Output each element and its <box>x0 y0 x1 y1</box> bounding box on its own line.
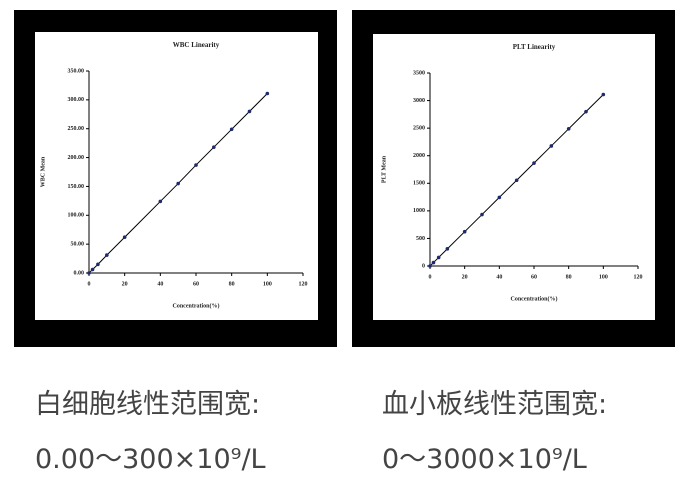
y-tick-label: 500 <box>416 236 425 242</box>
y-axis-label: PLT Mean <box>381 155 387 183</box>
data-point <box>549 144 554 148</box>
data-point <box>229 127 234 132</box>
data-point <box>247 109 252 114</box>
panel <box>35 32 318 320</box>
x-tick-label: 100 <box>599 274 608 280</box>
x-tick-label: 0 <box>429 274 432 280</box>
panel <box>373 34 655 320</box>
data-point <box>194 163 198 167</box>
data-point <box>90 267 95 272</box>
y-axis-label: WBC Mean <box>40 156 46 187</box>
data-point <box>584 109 588 114</box>
data-point <box>122 235 127 240</box>
x-tick-label: 60 <box>531 274 537 280</box>
data-point <box>514 178 519 183</box>
y-tick-label: 1500 <box>413 181 425 187</box>
data-point <box>480 212 484 217</box>
data-point <box>105 253 109 257</box>
x-tick-label: 80 <box>229 281 235 287</box>
chart-title: WBC Linearity <box>173 41 220 49</box>
chart-title: PLT Linearity <box>513 43 556 51</box>
x-tick-label: 0 <box>88 281 91 287</box>
y-tick-label: 3500 <box>413 70 425 76</box>
y-tick-label: 100.00 <box>68 213 85 219</box>
caption-title: 血小板线性范围宽: <box>382 389 607 420</box>
x-tick-label: 120 <box>634 274 643 280</box>
y-tick-label: 2000 <box>413 153 425 159</box>
x-tick-label: 60 <box>193 281 199 287</box>
y-tick-label: 2500 <box>413 126 425 132</box>
data-point <box>497 195 502 200</box>
data-point <box>431 260 436 265</box>
data-point <box>601 92 606 97</box>
y-tick-label: 50.00 <box>71 242 85 248</box>
y-tick-label: 0 <box>422 263 425 269</box>
data-point <box>212 145 216 149</box>
x-axis-label: Concentration(%) <box>511 295 558 302</box>
x-tick-label: 20 <box>462 274 468 280</box>
x-tick-label: 40 <box>157 281 163 287</box>
x-axis-label: Concentration(%) <box>173 302 220 309</box>
y-tick-label: 250.00 <box>68 126 85 132</box>
caption-range: 0～3000×10⁹/L <box>382 444 587 475</box>
x-tick-label: 120 <box>299 281 308 287</box>
caption-range: 0.00～300×10⁹/L <box>35 444 266 475</box>
y-tick-label: 350.00 <box>68 68 85 74</box>
data-point <box>428 264 432 268</box>
x-tick-label: 20 <box>122 281 128 287</box>
data-point <box>436 255 441 260</box>
data-point <box>445 247 450 251</box>
data-point <box>566 127 571 131</box>
data-point <box>462 229 467 234</box>
x-tick-label: 100 <box>263 281 272 287</box>
y-tick-label: 300.00 <box>68 97 85 103</box>
data-point <box>87 271 91 275</box>
y-tick-label: 3000 <box>413 98 425 104</box>
y-tick-label: 0.00 <box>74 270 85 276</box>
data-point <box>532 161 536 165</box>
y-tick-label: 150.00 <box>68 184 85 190</box>
x-tick-label: 40 <box>496 274 502 280</box>
data-point <box>176 181 180 186</box>
y-tick-label: 1000 <box>413 208 425 214</box>
y-tick-label: 200.00 <box>68 155 85 161</box>
data-point <box>265 91 270 96</box>
data-point <box>158 199 163 204</box>
data-point <box>96 262 100 267</box>
x-tick-label: 80 <box>566 274 572 280</box>
caption-title: 白细胞线性范围宽: <box>35 389 260 420</box>
